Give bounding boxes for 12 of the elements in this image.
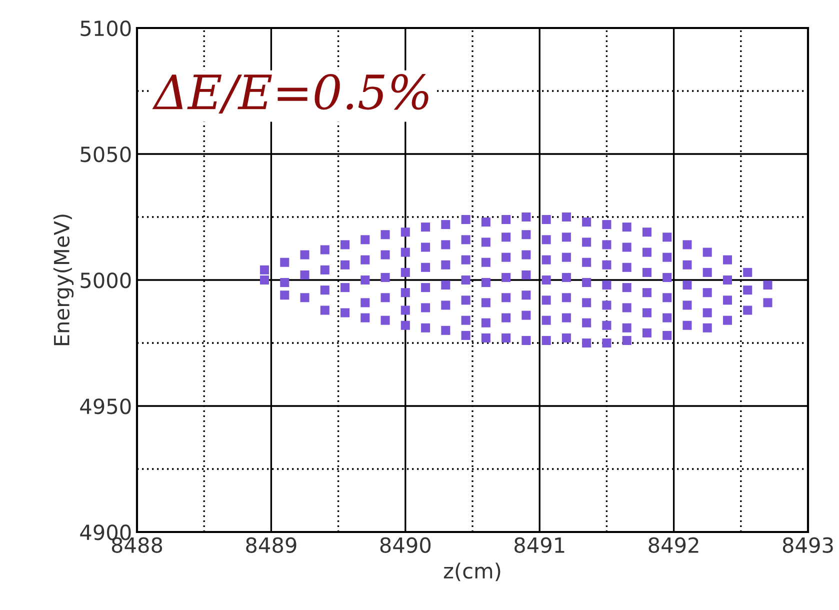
y-tick-label: 5050	[80, 146, 131, 162]
y-tick-label: 5100	[80, 20, 131, 36]
y-tick-label: 4950	[80, 398, 131, 414]
x-axis-title: z(cm)	[444, 562, 500, 582]
x-tick-label: 8492	[648, 537, 698, 553]
x-tick-label: 8493	[782, 537, 833, 553]
x-tick-label: 8490	[380, 537, 431, 553]
y-axis-title: Energy(MeV)	[53, 214, 74, 346]
x-tick-label: 8489	[246, 537, 296, 553]
annotation: ΔE/E=0.5%	[152, 74, 428, 114]
x-tick-label: 8491	[514, 537, 564, 553]
y-tick-label: 5000	[80, 272, 131, 288]
